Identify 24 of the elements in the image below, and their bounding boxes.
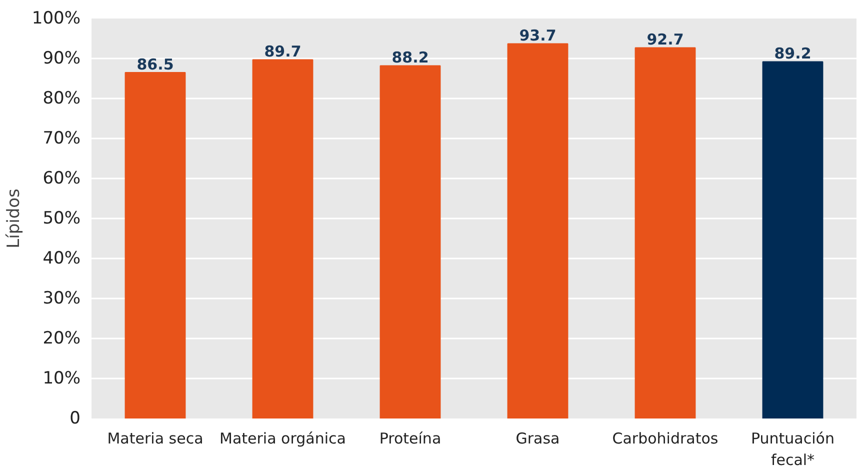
data-label: 88.2 xyxy=(392,48,429,67)
y-tick-label: 100% xyxy=(32,8,81,28)
x-tick-label: Materia seca xyxy=(107,430,204,448)
x-tick-label: Proteína xyxy=(379,430,442,448)
x-tick-label: Materia orgánica xyxy=(220,430,346,448)
x-tick-label: Carbohidratos xyxy=(612,430,718,448)
y-tick-label: 30% xyxy=(42,288,81,308)
data-label: 93.7 xyxy=(519,26,556,45)
y-tick-label: 90% xyxy=(42,48,81,68)
y-tick-label: 20% xyxy=(42,328,81,348)
y-tick-label: 60% xyxy=(42,168,81,188)
y-tick-label: 0 xyxy=(70,408,81,428)
y-tick-label: 80% xyxy=(42,88,81,108)
data-label: 92.7 xyxy=(646,30,684,49)
data-label: 89.7 xyxy=(264,42,302,61)
y-tick-label: 70% xyxy=(42,128,81,148)
y-axis-title: Lípidos xyxy=(4,188,24,248)
x-tick-label: Grasa xyxy=(516,430,560,448)
y-tick-label: 10% xyxy=(42,368,81,388)
x-tick-label: Puntuación fecal* xyxy=(751,430,834,470)
y-tick-label: 50% xyxy=(42,208,81,228)
data-label: 89.2 xyxy=(774,44,812,63)
data-label: 86.5 xyxy=(136,56,174,74)
y-tick-label: 40% xyxy=(42,248,81,268)
